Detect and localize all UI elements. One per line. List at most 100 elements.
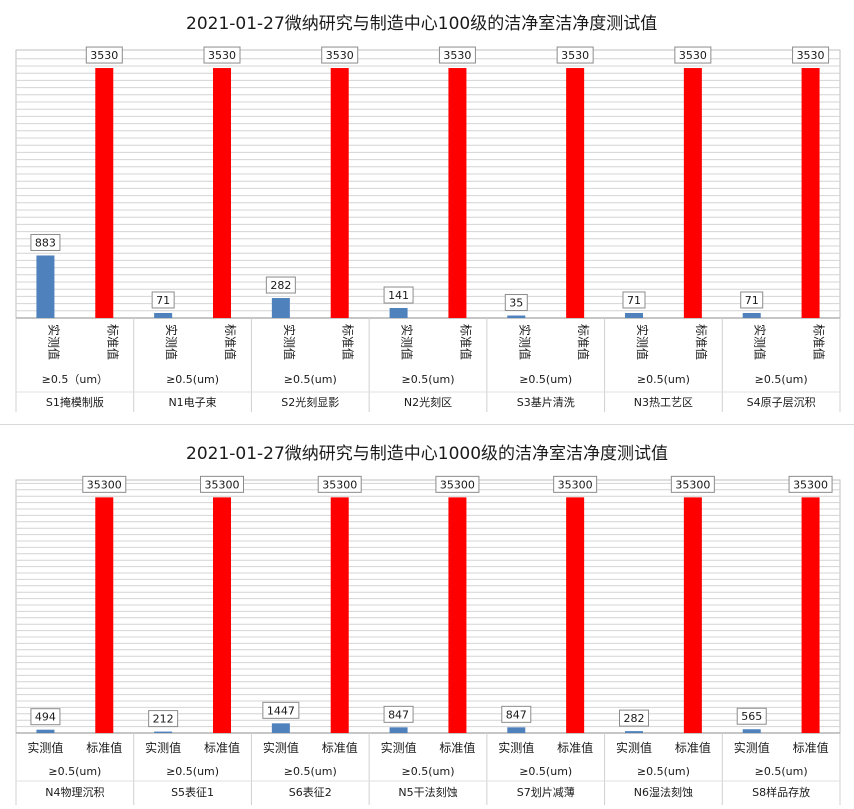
data-label: 35300 xyxy=(205,478,240,491)
data-label-box xyxy=(200,475,244,493)
data-label-box xyxy=(622,291,646,309)
measured-bar xyxy=(389,308,408,318)
standard-bar xyxy=(95,68,114,318)
category-label: S5表征1 xyxy=(171,785,214,799)
measured-bar xyxy=(507,727,526,733)
category-label: N1电子束 xyxy=(168,396,216,409)
particle-size-label: ≥0.5(um) xyxy=(402,373,455,386)
series-label-group: 标准值 xyxy=(694,324,709,360)
series-label-group: 实测值 xyxy=(753,324,768,360)
category-label: S7划片减薄 xyxy=(517,785,575,799)
standard-bar xyxy=(330,497,349,733)
series-label-group: 标准值 xyxy=(223,324,238,360)
particle-size-label: ≥0.5(um) xyxy=(755,765,808,778)
data-label-box xyxy=(383,705,414,723)
category-label: N4物理沉积 xyxy=(45,785,104,799)
particle-size-label: ≥0.5（um） xyxy=(42,373,108,386)
data-label: 71 xyxy=(156,294,170,307)
category-label: S8样品存放 xyxy=(752,785,810,799)
particle-size-label: ≥0.5(um) xyxy=(402,765,455,778)
series-label: 实测值 xyxy=(46,324,61,360)
data-label-box xyxy=(619,709,649,727)
particle-size-label: ≥0.5(um) xyxy=(48,765,101,778)
series-label: 标准值 xyxy=(675,740,711,755)
series-label-group: 实测值 xyxy=(282,324,297,360)
measured-bar xyxy=(625,731,643,733)
series-label: 实测值 xyxy=(381,740,417,755)
data-label-box xyxy=(792,46,830,64)
standard-bar xyxy=(448,497,467,733)
data-label: 565 xyxy=(741,710,762,723)
measured-bar xyxy=(154,731,173,733)
standard-bar xyxy=(566,497,585,733)
chart-canvas: 883实测值3530标准值≥0.5（um）S1掩模制版71实测值3530标准值≥… xyxy=(15,46,841,412)
data-label-box xyxy=(504,294,528,312)
series-label: 实测值 xyxy=(517,324,532,360)
data-label: 71 xyxy=(627,294,641,307)
particle-size-label: ≥0.5(um) xyxy=(519,765,572,778)
data-label-box xyxy=(151,291,175,309)
series-label-group: 标准值 xyxy=(341,324,356,360)
measured-bar xyxy=(625,312,643,318)
series-label-group: 标准值 xyxy=(812,324,827,360)
standard-bar xyxy=(801,68,820,318)
data-label-box xyxy=(30,233,61,251)
series-label: 实测值 xyxy=(498,740,534,755)
standard-bar xyxy=(213,497,231,733)
chart-canvas: 494 实测值 35300 标准值 ≥0.5(um) N4物理沉积 212 实测值 35300 标… xyxy=(15,475,841,805)
series-label: 标准值 xyxy=(223,324,238,360)
plot-frame xyxy=(15,49,841,319)
series-label: 实测值 xyxy=(616,740,652,755)
series-label: 实测值 xyxy=(753,324,768,360)
series-label: 标准值 xyxy=(694,324,709,360)
data-label: 883 xyxy=(35,236,56,249)
series-label: 标准值 xyxy=(341,324,356,360)
measured-bar xyxy=(36,255,55,318)
data-label: 71 xyxy=(745,294,759,307)
particle-size-label: ≥0.5(um) xyxy=(637,765,690,778)
series-label: 标准值 xyxy=(105,324,120,360)
measured-bar xyxy=(389,727,408,733)
data-label: 3530 xyxy=(326,49,354,62)
series-label: 标准值 xyxy=(812,324,827,360)
data-label-box xyxy=(438,46,476,64)
data-label: 3530 xyxy=(208,49,236,62)
chart-title: 2021-01-27微纳研究与制造中心100级的洁净室洁净度测试值 xyxy=(186,14,658,34)
series-label: 标准值 xyxy=(458,324,473,360)
data-label-box xyxy=(556,46,594,64)
data-label: 3530 xyxy=(90,49,118,62)
data-label-box xyxy=(321,46,359,64)
data-label: 35300 xyxy=(793,478,828,491)
particle-size-label: ≥0.5(um) xyxy=(284,765,337,778)
data-label-box xyxy=(262,701,300,719)
measured-bar xyxy=(36,729,55,733)
data-label-box xyxy=(670,475,715,493)
series-label: 实测值 xyxy=(400,324,415,360)
series-label: 实测值 xyxy=(282,324,297,360)
particle-size-label: ≥0.5(um) xyxy=(755,373,808,386)
data-label: 3530 xyxy=(679,49,707,62)
data-label-box xyxy=(674,46,712,64)
data-label: 494 xyxy=(35,711,56,724)
particle-size-label: ≥0.5(um) xyxy=(637,373,690,386)
series-label-group: 实测值 xyxy=(400,324,415,360)
cleanroom-1000-chart: 2021-01-27微纳研究与制造中心1000级的洁净室洁净度测试值 494 实测… xyxy=(0,428,854,809)
data-label-box xyxy=(82,475,127,493)
data-label-box xyxy=(265,276,296,294)
category-label: N3热工艺区 xyxy=(634,396,693,409)
series-label: 实测值 xyxy=(734,740,770,755)
data-label: 35300 xyxy=(87,478,122,491)
measured-bar xyxy=(742,312,761,318)
series-label: 标准值 xyxy=(557,740,593,755)
cleanroom-100-chart: 2021-01-27微纳研究与制造中心100级的洁净室洁净度测试值 883 实测值… xyxy=(15,14,841,412)
standard-bar xyxy=(95,497,114,733)
measured-bar xyxy=(154,312,173,318)
data-label: 3530 xyxy=(561,49,589,62)
data-label-box xyxy=(85,46,123,64)
divider xyxy=(0,424,854,425)
measured-bar xyxy=(507,315,526,318)
particle-size-label: ≥0.5(um) xyxy=(284,373,337,386)
gridlines xyxy=(16,58,840,312)
standard-bar xyxy=(683,68,702,318)
data-label: 1447 xyxy=(267,704,295,717)
